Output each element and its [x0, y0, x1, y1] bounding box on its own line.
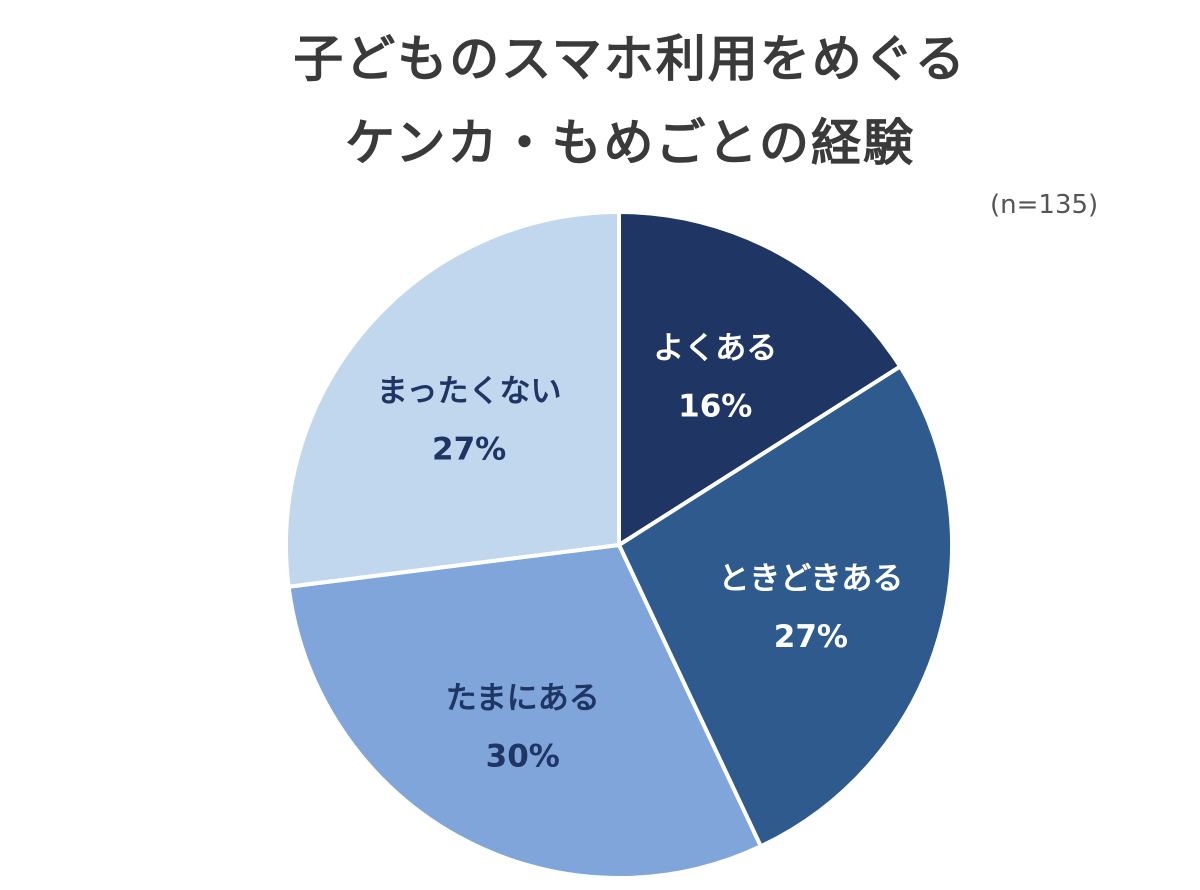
- slice-label-2: たまにある: [446, 681, 600, 717]
- pie-slice-1: [616, 363, 954, 849]
- slice-label-3: まったくない: [377, 373, 562, 409]
- slice-percent-2: 30%: [486, 739, 560, 775]
- pie-slice-0: [617, 209, 903, 549]
- chart-title-line1: 子どものスマホ利用をめぐる: [293, 30, 967, 88]
- slice-percent-1: 27%: [774, 619, 848, 655]
- sample-size: (n=135): [990, 190, 1099, 220]
- slice-percent-3: 27%: [432, 431, 506, 467]
- slice-percent-0: 16%: [678, 388, 752, 424]
- pie-slice-2: [286, 542, 764, 880]
- slice-label-0: よくある: [653, 330, 777, 366]
- pie-slice-3: [284, 209, 621, 589]
- slice-label-1: ときどきある: [718, 561, 903, 597]
- chart-title-line2: ケンカ・もめごとの経験: [345, 114, 915, 172]
